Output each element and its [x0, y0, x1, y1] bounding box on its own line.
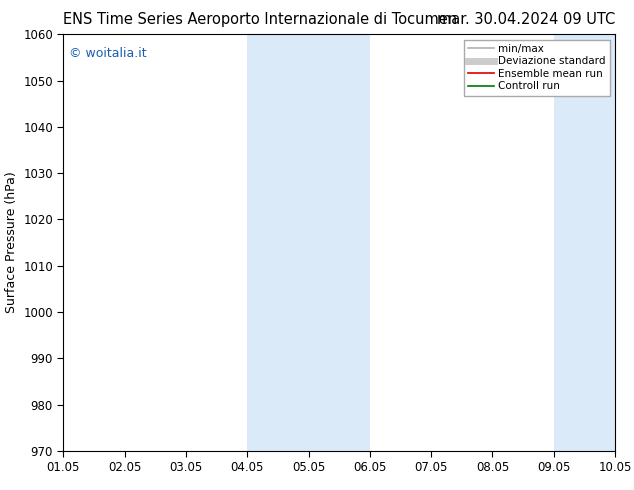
Bar [553, 34, 615, 451]
Bar [247, 34, 309, 451]
Legend: min/max, Deviazione standard, Ensemble mean run, Controll run: min/max, Deviazione standard, Ensemble m… [463, 40, 610, 96]
Y-axis label: Surface Pressure (hPa): Surface Pressure (hPa) [4, 172, 18, 314]
Text: mar. 30.04.2024 09 UTC: mar. 30.04.2024 09 UTC [437, 12, 615, 27]
Text: ENS Time Series Aeroporto Internazionale di Tocumen: ENS Time Series Aeroporto Internazionale… [63, 12, 458, 27]
Bar [309, 34, 370, 451]
Text: © woitalia.it: © woitalia.it [69, 47, 146, 60]
